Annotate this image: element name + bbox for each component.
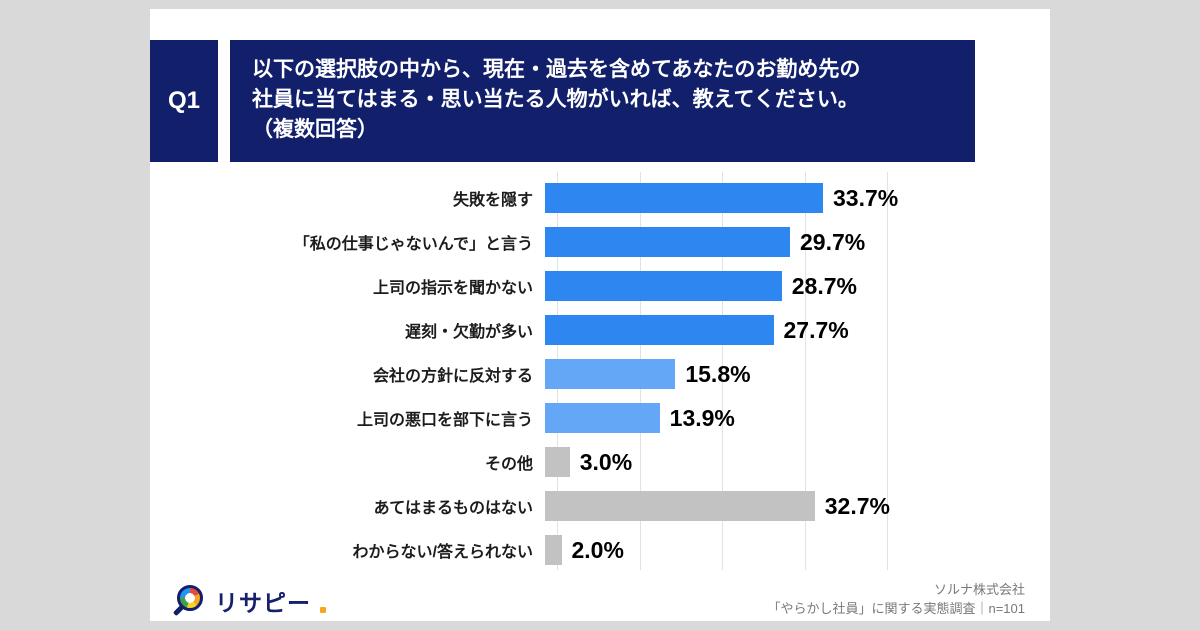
value-label: 15.8% bbox=[685, 360, 751, 387]
footer: リサピー ソルナ株式会社 「やらかし社員」に関する実態調査｜n=101 bbox=[172, 580, 1025, 618]
question-line-2: 社員に当てはまる・思い当たる人物がいれば、教えてください。 bbox=[252, 88, 859, 111]
category-label: 上司の指示を聞かない bbox=[372, 280, 533, 297]
bar bbox=[545, 403, 660, 433]
chart-rows: 失敗を隠す 33.7% 「私の仕事じゃないんで」と言う 29.7% 上司の指示を聞かない… bbox=[150, 176, 1050, 572]
question-box: 以下の選択肢の中から、現在・過去を含めてあなたのお勤め先の 社員に当てはまる・思… bbox=[230, 40, 975, 162]
chart-row: 遅刻・欠勤が多い 27.7% bbox=[150, 308, 1050, 352]
bar bbox=[545, 271, 782, 301]
category-label: 遅刻・欠勤が多い bbox=[404, 324, 533, 341]
value-label: 2.0% bbox=[571, 536, 624, 563]
chart-row: わからない/答えられない 2.0% bbox=[150, 528, 1050, 572]
chart-row: 会社の方針に反対する 15.8% bbox=[150, 352, 1050, 396]
bar-chart: 失敗を隠す 33.7% 「私の仕事じゃないんで」と言う 29.7% 上司の指示を聞かない… bbox=[150, 172, 1050, 572]
bar bbox=[545, 491, 815, 521]
bar bbox=[545, 447, 570, 477]
survey-source: ソルナ株式会社 「やらかし社員」に関する実態調査｜n=101 bbox=[767, 580, 1025, 618]
value-label: 28.7% bbox=[791, 272, 857, 299]
question-line-1: 以下の選択肢の中から、現在・過去を含めてあなたのお勤め先の bbox=[252, 58, 861, 81]
bar bbox=[545, 183, 824, 213]
logo-text: リサピー bbox=[215, 590, 311, 616]
gridline bbox=[887, 172, 888, 570]
bar bbox=[545, 315, 774, 345]
logo-lens bbox=[177, 585, 203, 611]
source-company: ソルナ株式会社 bbox=[933, 582, 1025, 597]
value-label: 33.7% bbox=[833, 184, 899, 211]
category-label: あてはまるものはない bbox=[373, 500, 533, 517]
bar bbox=[545, 359, 676, 389]
gridline bbox=[804, 172, 806, 570]
category-label: 失敗を隠す bbox=[452, 192, 533, 209]
source-survey-name: 「やらかし社員」に関する実態調査｜n=101 bbox=[767, 601, 1025, 616]
value-label: 13.9% bbox=[669, 404, 735, 431]
logo-dot bbox=[320, 607, 326, 613]
question-header: Q1 以下の選択肢の中から、現在・過去を含めてあなたのお勤め先の 社員に当てはま… bbox=[150, 40, 975, 162]
chart-row: 「私の仕事じゃないんで」と言う 29.7% bbox=[150, 220, 1050, 264]
value-label: 27.7% bbox=[783, 316, 849, 343]
chart-row: あてはまるものはない 32.7% bbox=[150, 484, 1050, 528]
chart-row: 上司の悪口を部下に言う 13.9% bbox=[150, 396, 1050, 440]
logo-handle bbox=[172, 604, 185, 617]
chart-row: 失敗を隠す 33.7% bbox=[150, 176, 1050, 220]
value-label: 32.7% bbox=[824, 492, 890, 519]
category-label: 会社の方針に反対する bbox=[372, 368, 533, 385]
gridline bbox=[722, 172, 723, 570]
category-label: わからない/答えられない bbox=[352, 544, 533, 561]
chart-row: 上司の指示を聞かない 28.7% bbox=[150, 264, 1050, 308]
value-label: 29.7% bbox=[800, 228, 866, 255]
bar bbox=[545, 535, 562, 565]
question-line-3: （複数回答） bbox=[252, 118, 378, 141]
question-badge: Q1 bbox=[150, 40, 218, 162]
survey-card: Q1 以下の選択肢の中から、現在・過去を含めてあなたのお勤め先の 社員に当てはま… bbox=[150, 9, 1050, 621]
category-label: その他 bbox=[484, 456, 533, 473]
chart-row: その他 3.0% bbox=[150, 440, 1050, 484]
category-label: 「私の仕事じゃないんで」と言う bbox=[293, 236, 533, 253]
bar bbox=[545, 227, 791, 257]
value-label: 3.0% bbox=[579, 448, 633, 475]
category-label: 上司の悪口を部下に言う bbox=[356, 412, 533, 429]
magnifier-pie-logo-icon bbox=[172, 585, 207, 617]
resapi-logo: リサピー bbox=[172, 584, 326, 618]
